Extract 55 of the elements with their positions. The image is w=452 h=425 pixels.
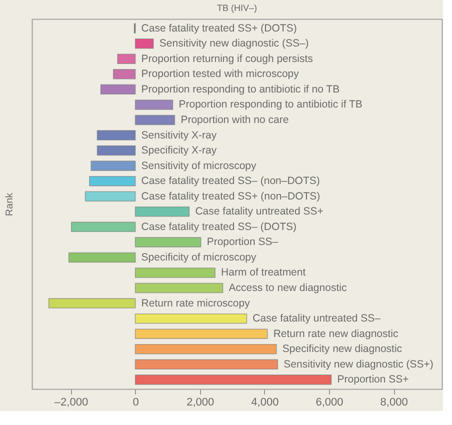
bar (134, 268, 216, 278)
y-tick-label: Case fatality treated SS+ (DOTS) (141, 22, 297, 34)
y-tick-label: Proportion responding to antibiotic if no TB (141, 83, 340, 96)
y-tick-label: Sensitivity new diagnostic (SS+) (284, 358, 434, 370)
y-tick-label: Proportion SS– (206, 236, 278, 248)
bar (48, 298, 136, 308)
y-tick-label: Case fatality untreated SS+ (195, 206, 324, 218)
y-tick-label: Specificity new diagnostic (282, 343, 402, 356)
bar (84, 191, 136, 202)
bar (134, 114, 176, 126)
bar (134, 374, 332, 385)
bar (134, 206, 190, 217)
chart-title: TB (HIV–) (216, 3, 258, 13)
y-tick-label: Proportion responding to antibiotic if TB (178, 98, 362, 111)
bar (70, 222, 136, 232)
y-tick-label: Access to new diagnostic (228, 282, 347, 294)
y-tick-label: Sensitivity X-ray (141, 129, 218, 142)
y-tick-label: Specificity of microscopy (141, 251, 258, 264)
y-tick-label: Return rate microscopy (141, 297, 251, 310)
bar (134, 359, 278, 370)
bar (134, 38, 154, 49)
bar (112, 69, 136, 80)
bar (68, 252, 136, 263)
bar (134, 328, 268, 339)
bar (89, 176, 136, 186)
y-tick-label: Proportion with no care (180, 114, 289, 126)
x-tick-label: 2,000 (186, 396, 214, 408)
x-tick-label: 6,000 (316, 396, 344, 408)
y-tick-label: Case fatality untreated SS– (252, 312, 381, 325)
x-tick-label: 0 (132, 396, 139, 408)
bar (134, 313, 248, 324)
bar (134, 100, 174, 110)
y-tick-label: Harm of treatment (221, 266, 306, 279)
y-tick-label: Case fatality treated SS+ (non–DOTS) (141, 190, 320, 202)
x-tick-label: 4,000 (251, 396, 279, 408)
y-tick-label: Sensitivity new diagnostic (SS–) (159, 38, 309, 50)
y-tick-label: Case fatality treated SS– (non–DOTS) (141, 175, 320, 188)
y-axis-title: Rank (4, 192, 16, 216)
bar (117, 54, 136, 64)
y-tick-label: Return rate new diagnostic (273, 328, 398, 340)
bar (100, 84, 136, 95)
y-tick-label: Proportion SS+ (337, 374, 409, 386)
y-tick-label: Specificity X-ray (141, 144, 218, 157)
x-tick-label: –2,000 (54, 396, 88, 408)
y-tick-label: Sensitivity of microscopy (141, 160, 258, 172)
bar (96, 145, 136, 156)
bar (96, 130, 136, 140)
y-tick-label: Proportion returning if cough persists (141, 52, 313, 65)
x-tick-label: 8,000 (380, 396, 408, 408)
bar (90, 160, 136, 171)
bar (134, 237, 202, 248)
y-tick-label: Proportion tested with microscopy (141, 68, 300, 80)
bar (134, 282, 224, 294)
bar (134, 344, 277, 354)
y-tick-label: Case fatality treated SS– (DOTS) (141, 220, 297, 233)
